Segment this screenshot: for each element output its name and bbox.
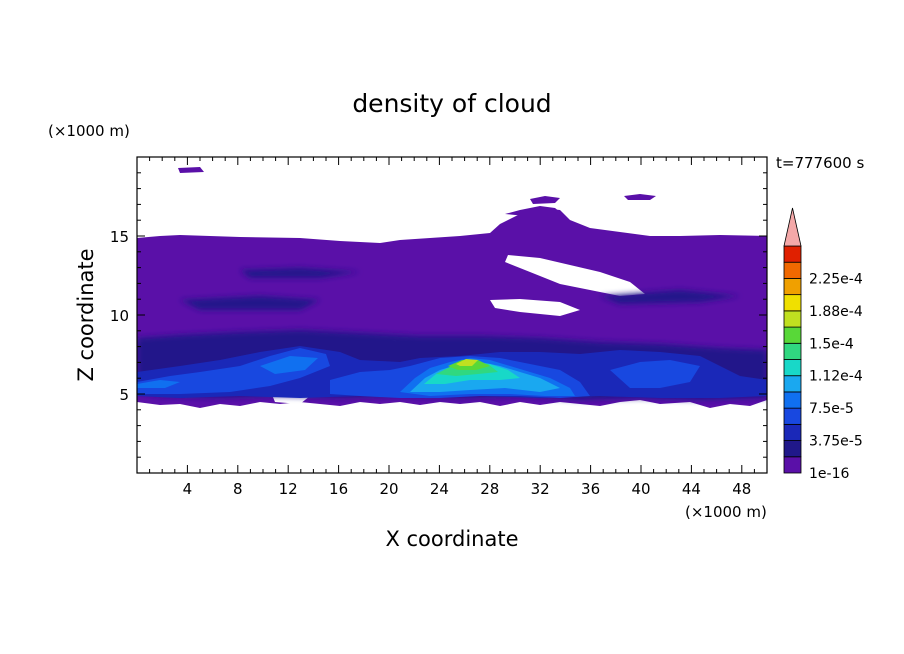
contour-layer-level-10 — [456, 359, 478, 366]
x-unit-label: (×1000 m) — [685, 503, 767, 521]
x-tick-label: 44 — [682, 480, 701, 498]
colorbar-swatch — [783, 342, 802, 360]
x-ticks: 4 8 12 16 20 24 28 32 36 40 44 48 — [149, 157, 755, 498]
contour-region-small-fragment — [530, 196, 560, 204]
y-tick-label: 15 — [110, 228, 129, 246]
colorbar-swatch — [783, 359, 802, 377]
colorbar-swatch — [783, 440, 802, 458]
contour-region-right-fragment — [624, 194, 656, 200]
colorbar-swatch — [783, 261, 802, 279]
y-ticks: 5 10 15 — [110, 172, 767, 458]
y-axis-label: Z coordinate — [74, 248, 98, 381]
contour-region-upper-fragment — [505, 206, 560, 216]
x-tick-label: 8 — [233, 480, 243, 498]
colorbar-swatch — [783, 326, 802, 344]
colorbar-overflow-triangle — [783, 207, 802, 247]
colorbar: 1e-16 3.75e-5 7.5e-5 1.12e-4 1.5e-4 1.88e-4 2.… — [783, 207, 863, 482]
colorbar-swatch — [783, 375, 802, 393]
x-tick-label: 20 — [379, 480, 398, 498]
colorbar-label: 7.5e-5 — [809, 401, 854, 417]
colorbar-swatch — [783, 310, 802, 328]
colorbar-label: 1e-16 — [809, 466, 849, 482]
colorbar-swatch — [783, 245, 802, 263]
x-tick-label: 12 — [279, 480, 298, 498]
x-tick-label: 28 — [480, 480, 499, 498]
x-tick-label: 24 — [430, 480, 449, 498]
chart-title: density of cloud — [352, 89, 551, 118]
x-axis-label: X coordinate — [385, 527, 518, 551]
contour-region-top-fragment — [178, 167, 204, 173]
y-tick-label: 5 — [119, 386, 129, 404]
x-tick-label: 48 — [732, 480, 751, 498]
colorbar-label: 3.75e-5 — [809, 434, 863, 450]
x-tick-label: 36 — [581, 480, 600, 498]
colorbar-label: 1.12e-4 — [809, 369, 863, 385]
contour-field — [137, 157, 767, 473]
y-tick-label: 10 — [110, 307, 129, 325]
colorbar-swatch — [783, 456, 802, 474]
colorbar-swatch — [783, 294, 802, 312]
colorbar-swatch — [783, 391, 802, 409]
y-unit-label: (×1000 m) — [48, 122, 130, 140]
colorbar-swatch — [783, 407, 802, 425]
x-tick-label: 4 — [183, 480, 193, 498]
colorbar-swatch — [783, 423, 802, 441]
time-label: t=777600 s — [776, 154, 864, 172]
x-tick-label: 32 — [531, 480, 550, 498]
colorbar-swatch — [783, 278, 802, 296]
x-tick-label: 16 — [329, 480, 348, 498]
colorbar-label: 1.88e-4 — [809, 304, 863, 320]
colorbar-label: 1.5e-4 — [809, 336, 854, 352]
x-tick-label: 40 — [631, 480, 650, 498]
colorbar-label: 2.25e-4 — [809, 271, 863, 287]
